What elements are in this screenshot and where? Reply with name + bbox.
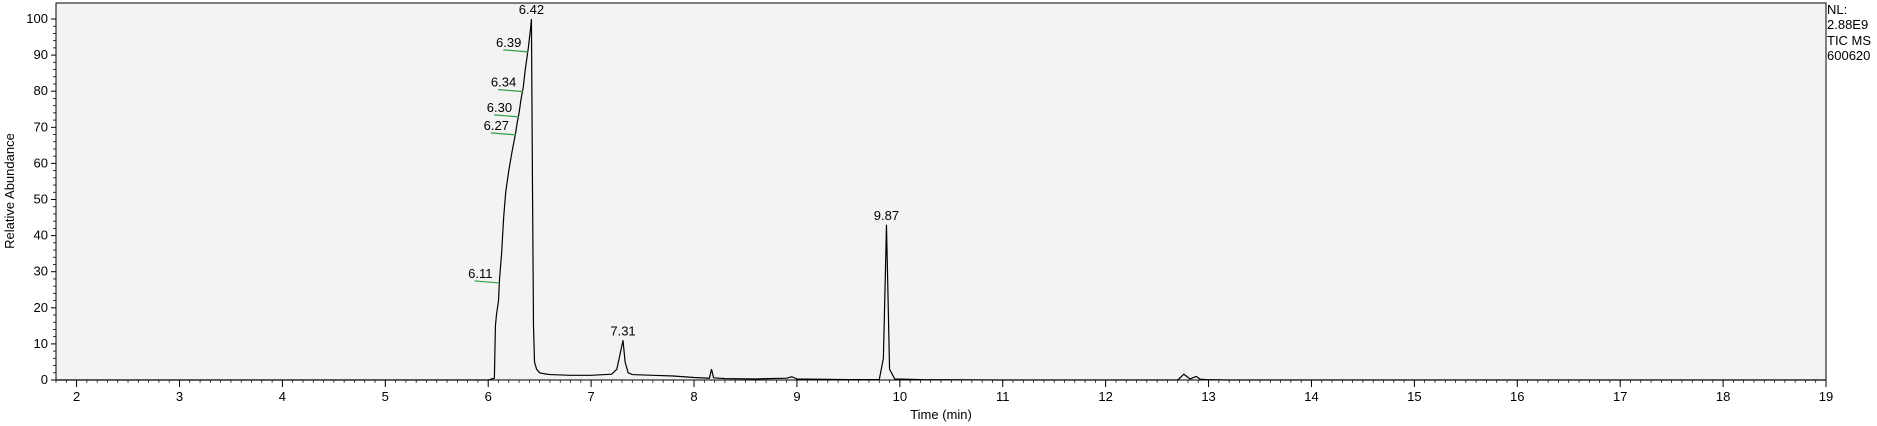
peak-label: 7.31 bbox=[610, 323, 635, 338]
info-line: 2.88E9 bbox=[1827, 17, 1868, 32]
y-tick-label: 40 bbox=[34, 228, 48, 243]
peak-label: 6.34 bbox=[491, 75, 516, 90]
peak-marker bbox=[490, 132, 517, 136]
x-tick-label: 7 bbox=[587, 389, 594, 404]
y-tick-label: 90 bbox=[34, 47, 48, 62]
y-tick-label: 20 bbox=[34, 300, 48, 315]
x-tick-label: 17 bbox=[1613, 389, 1627, 404]
y-tick-label: 60 bbox=[34, 155, 48, 170]
y-tick-label: 30 bbox=[34, 264, 48, 279]
peak-label: 6.30 bbox=[487, 100, 512, 115]
y-axis: 0 10 20 30 40 50 60 70 80 90 100 bbox=[26, 11, 56, 387]
peak-marker bbox=[503, 49, 529, 53]
plot-area bbox=[55, 2, 1827, 381]
x-tick-label: 18 bbox=[1716, 389, 1730, 404]
peak-marker bbox=[474, 280, 500, 284]
peak-marker bbox=[494, 114, 520, 118]
peak-label: 6.27 bbox=[484, 118, 509, 133]
peak-label: 6.11 bbox=[468, 266, 492, 281]
x-tick-label: 16 bbox=[1510, 389, 1524, 404]
x-tick-label: 11 bbox=[996, 389, 1010, 404]
x-tick-label: 4 bbox=[279, 389, 286, 404]
y-tick-label: 10 bbox=[34, 336, 48, 351]
x-tick-label: 9 bbox=[793, 389, 800, 404]
peak-label: 6.42 bbox=[519, 2, 544, 17]
y-tick-label: 80 bbox=[34, 83, 48, 98]
y-tick-label: 100 bbox=[26, 11, 48, 26]
x-tick-label: 14 bbox=[1304, 389, 1318, 404]
peak-annotations: 6.42 6.39 6.34 6.30 6.27 6.11 7.31 9.87 bbox=[468, 2, 899, 338]
x-tick-label: 5 bbox=[382, 389, 389, 404]
x-tick-label: 15 bbox=[1407, 389, 1421, 404]
x-tick-label: 13 bbox=[1201, 389, 1215, 404]
y-axis-title: Relative Abundance bbox=[2, 133, 17, 249]
x-tick-label: 6 bbox=[485, 389, 492, 404]
peak-marker bbox=[498, 88, 524, 93]
x-axis: 2 3 4 5 6 7 8 9 10 11 12 13 14 15 16 17 18 19 bbox=[55, 380, 1833, 404]
x-tick-label: 19 bbox=[1819, 389, 1833, 404]
y-tick-label: 0 bbox=[41, 372, 48, 387]
info-line: 600620 bbox=[1827, 48, 1870, 63]
x-tick-label: 2 bbox=[73, 389, 80, 404]
x-tick-label: 10 bbox=[893, 389, 907, 404]
peak-label: 6.39 bbox=[496, 35, 521, 50]
info-line: TIC MS bbox=[1827, 33, 1871, 48]
info-block: NL: 2.88E9 TIC MS 600620 bbox=[1827, 2, 1871, 63]
y-tick-label: 70 bbox=[34, 119, 48, 134]
x-axis-title: Time (min) bbox=[910, 407, 972, 422]
peak-label: 9.87 bbox=[874, 208, 899, 223]
x-tick-label: 3 bbox=[176, 389, 183, 404]
y-tick-label: 50 bbox=[34, 192, 48, 207]
x-tick-label: 8 bbox=[690, 389, 697, 404]
tic-trace-line bbox=[56, 18, 1826, 381]
x-tick-label: 12 bbox=[1098, 389, 1112, 404]
info-line: NL: bbox=[1827, 2, 1847, 17]
